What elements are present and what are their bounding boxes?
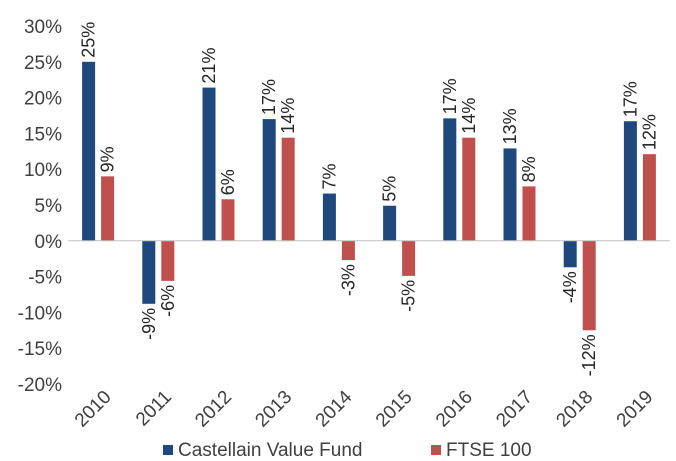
bar-ftse-2012 — [221, 199, 235, 241]
data-label: 9% — [98, 146, 118, 172]
x-tick-label: 2014 — [312, 386, 357, 431]
x-tick-label: 2019 — [613, 387, 658, 432]
y-tick-label: 20% — [24, 89, 62, 110]
y-tick-label: -10% — [18, 303, 62, 324]
data-label: 12% — [639, 114, 659, 150]
data-label: 17% — [440, 78, 460, 114]
data-label: 21% — [199, 48, 219, 84]
bar-fund-2019 — [623, 121, 637, 241]
legend-label: Castellain Value Fund — [178, 440, 362, 461]
data-label: 17% — [620, 81, 640, 117]
legend-label: FTSE 100 — [446, 440, 532, 461]
x-tick-label: 2010 — [71, 387, 116, 432]
legend: Castellain Value Fund FTSE 100 — [163, 440, 532, 461]
data-label: 13% — [500, 108, 520, 144]
bar-ftse-2017 — [522, 186, 536, 241]
bar-fund-2016 — [443, 118, 457, 241]
data-label: 6% — [218, 169, 238, 195]
bar-ftse-2010 — [101, 176, 115, 241]
bar-fund-2014 — [322, 193, 336, 241]
bar-fund-2013 — [262, 119, 276, 241]
data-label: 5% — [380, 176, 400, 202]
data-label: -9% — [139, 308, 159, 340]
x-tick-label: 2016 — [432, 387, 477, 432]
bars — [82, 61, 656, 331]
x-tick-label: 2015 — [372, 387, 417, 432]
data-labels: 25%9%-9%-6%21%6%17%14%7%-3%5%-5%17%14% 13… — [79, 22, 660, 377]
data-label: -12% — [579, 334, 599, 376]
legend-swatch — [163, 445, 173, 455]
x-tick-label: 2018 — [552, 387, 597, 432]
y-tick-label: 30% — [24, 17, 62, 38]
y-tick-label: 5% — [35, 196, 63, 217]
x-tick-label: 2013 — [251, 387, 296, 432]
bar-ftse-2014 — [341, 240, 355, 261]
bar-fund-2012 — [202, 87, 216, 241]
data-label: 14% — [459, 98, 479, 134]
data-label: 25% — [79, 22, 99, 58]
bar-ftse-2013 — [281, 137, 295, 241]
x-tick-label: 2011 — [132, 387, 176, 431]
y-axis: 30% 25% 20% 15% 10% 5% 0% -5% -10% -15% -20% — [18, 17, 62, 396]
bar-fund-2010 — [82, 61, 96, 241]
y-tick-label: -15% — [18, 339, 62, 360]
bar-fund-2015 — [383, 205, 397, 241]
bar-fund-2018 — [563, 240, 577, 268]
x-axis: 2010 2011 2012 2013 2014 2015 2016 2017 2018 2019 — [71, 386, 658, 431]
y-tick-label: 25% — [24, 53, 62, 74]
bar-ftse-2018 — [582, 240, 596, 331]
y-tick-label: 0% — [35, 232, 63, 253]
x-tick-label: 2017 — [492, 387, 537, 432]
y-tick-label: -5% — [28, 268, 62, 289]
y-tick-label: 15% — [24, 124, 62, 145]
bar-fund-2011 — [142, 240, 156, 304]
bar-fund-2017 — [503, 148, 517, 241]
bar-ftse-2011 — [161, 240, 175, 281]
data-label: -6% — [158, 285, 178, 317]
data-label: -4% — [560, 271, 580, 303]
x-tick-label: 2012 — [191, 387, 236, 432]
data-label: -3% — [338, 264, 358, 296]
bar-ftse-2019 — [642, 154, 656, 241]
data-label: 17% — [259, 79, 279, 115]
y-tick-label: -20% — [18, 375, 62, 396]
bar-ftse-2015 — [402, 240, 416, 276]
legend-swatch — [431, 445, 441, 455]
data-label: 8% — [519, 156, 539, 182]
y-tick-label: 10% — [24, 160, 62, 181]
data-label: 14% — [278, 98, 298, 134]
data-label: 7% — [319, 164, 339, 190]
data-label: -5% — [399, 280, 419, 312]
bar-ftse-2016 — [462, 137, 476, 241]
